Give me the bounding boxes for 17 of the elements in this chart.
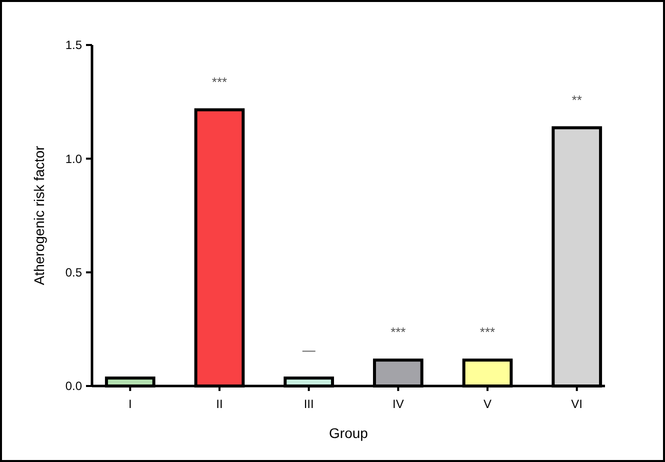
annotation: — [302, 342, 316, 358]
x-axis-title: Group [329, 425, 368, 441]
y-tick-label: 0.0 [65, 379, 82, 394]
annotation: ** [572, 92, 582, 108]
x-tick-label: I [128, 397, 132, 411]
annotation: *** [480, 324, 496, 340]
y-axis-title: Atherogenic risk factor [31, 146, 47, 286]
y-tick-label: 1.5 [65, 38, 82, 52]
x-tick-label: V [484, 397, 492, 411]
annotation: *** [390, 324, 406, 340]
x-tick-label: VI [571, 397, 583, 411]
x-tick-label: II [216, 397, 223, 411]
x-tick-label: III [304, 397, 314, 411]
annotation: *** [212, 74, 228, 90]
x-tick-label: IV [392, 397, 404, 411]
y-tick-label: 1.0 [65, 152, 82, 166]
y-tick-label: 0.5 [65, 266, 82, 280]
